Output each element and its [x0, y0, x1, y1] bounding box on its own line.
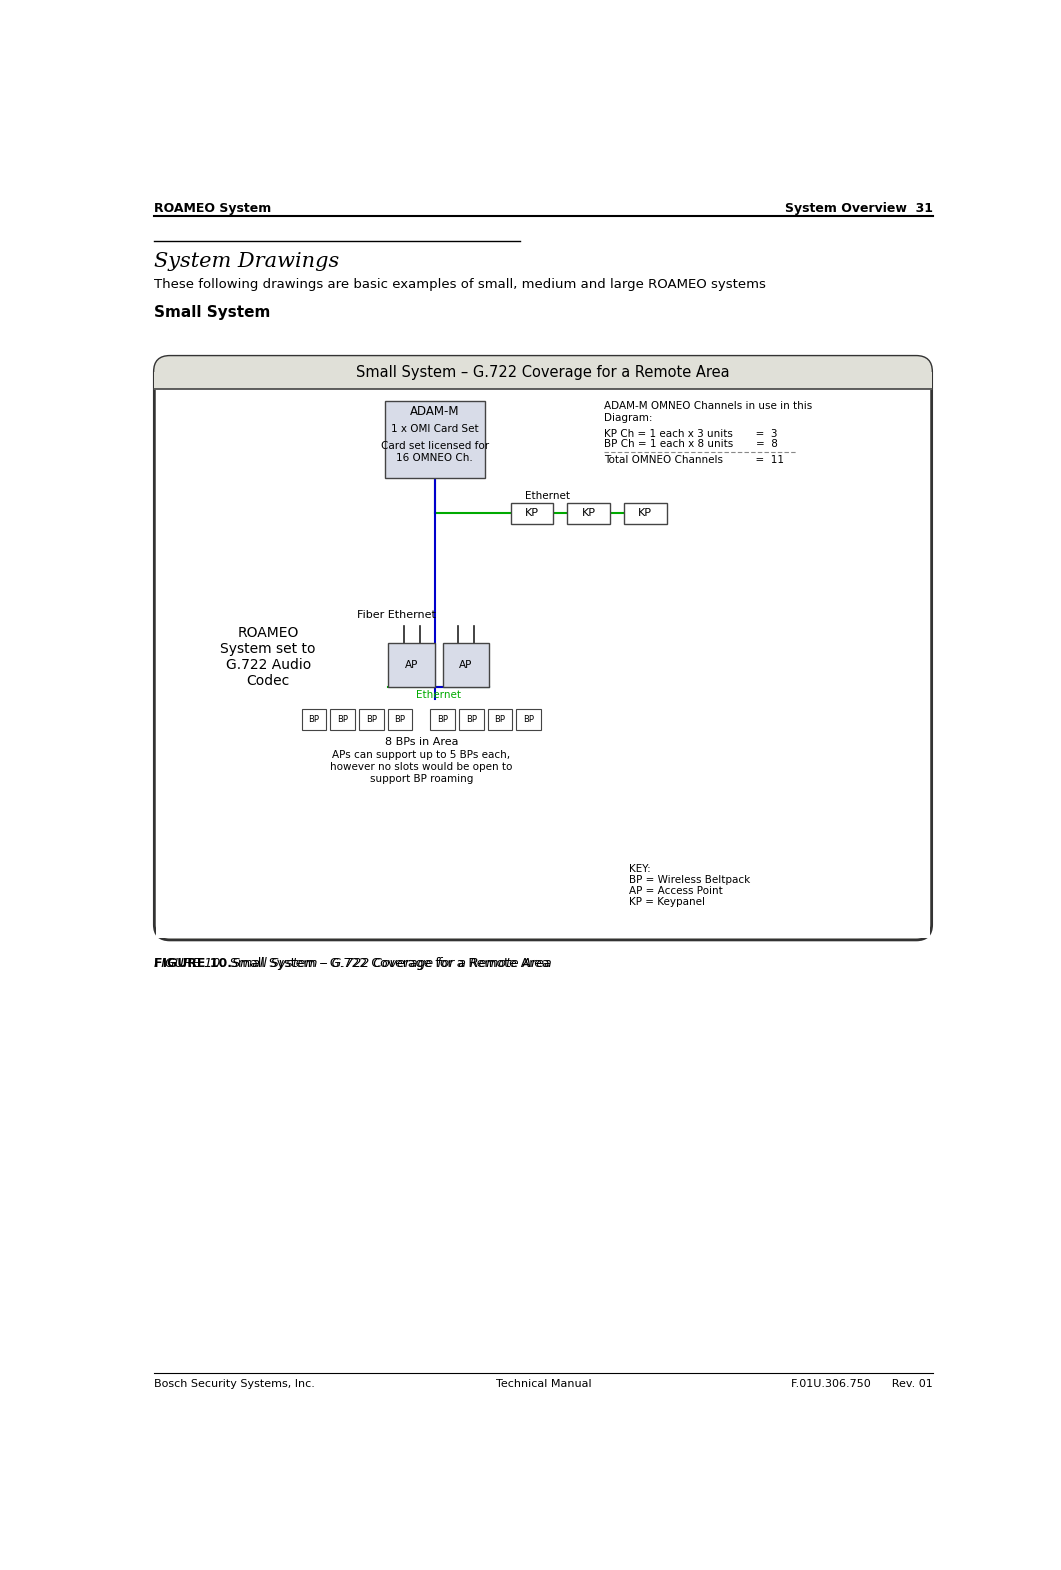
Text: These following drawings are basic examples of small, medium and large ROAMEO sy: These following drawings are basic examp… — [154, 278, 766, 290]
Bar — [156, 389, 930, 939]
Text: ADAM-M OMNEO Channels in use in this
Diagram:: ADAM-M OMNEO Channels in use in this Dia… — [604, 400, 812, 422]
Text: BP: BP — [466, 716, 476, 724]
Bar — [388, 642, 435, 688]
Bar — [430, 710, 455, 730]
Text: Bosch Security Systems, Inc.: Bosch Security Systems, Inc. — [154, 1378, 315, 1389]
Text: AP: AP — [459, 659, 472, 670]
Bar — [154, 372, 932, 389]
Text: Technical Manual: Technical Manual — [495, 1378, 591, 1389]
Text: BP: BP — [494, 716, 505, 724]
Text: KP: KP — [581, 509, 595, 518]
FancyBboxPatch shape — [154, 356, 932, 389]
Text: System Drawings: System Drawings — [154, 251, 340, 270]
Text: APs can support up to 5 BPs each,
however no slots would be open to
support BP r: APs can support up to 5 BPs each, howeve… — [330, 750, 512, 783]
FancyBboxPatch shape — [154, 356, 932, 940]
Text: BP: BP — [366, 716, 377, 724]
Text: BP Ch = 1 each x 8 units       =  8: BP Ch = 1 each x 8 units = 8 — [604, 440, 778, 449]
Text: BP: BP — [395, 716, 405, 724]
Text: BP = Wireless Beltpack: BP = Wireless Beltpack — [628, 874, 750, 885]
Text: Fiber Ethernet: Fiber Ethernet — [358, 609, 436, 620]
Bar — [510, 502, 554, 524]
Text: Ethernet: Ethernet — [525, 491, 570, 501]
Bar — [568, 502, 610, 524]
Text: BP: BP — [437, 716, 448, 724]
Text: Total OMNEO Channels          =  11: Total OMNEO Channels = 11 — [604, 455, 784, 465]
Text: BP: BP — [523, 716, 534, 724]
Text: Small System – G.722 Coverage for a Remote Area: Small System – G.722 Coverage for a Remo… — [226, 956, 550, 970]
Text: ROAMEO System: ROAMEO System — [154, 203, 272, 215]
Text: BP: BP — [337, 716, 348, 724]
Text: Ethernet: Ethernet — [416, 689, 462, 700]
Text: AP = Access Point: AP = Access Point — [628, 885, 723, 896]
Bar — [301, 710, 327, 730]
Text: KP: KP — [639, 509, 653, 518]
Text: Small System – G.722 Coverage for a Remote Area: Small System – G.722 Coverage for a Remo… — [356, 364, 730, 380]
Text: Small System: Small System — [154, 306, 271, 320]
Text: FIGURE 10.  Small System – G.722 Coverage for a Remote Area: FIGURE 10. Small System – G.722 Coverage… — [154, 956, 552, 970]
Text: KEY:: KEY: — [628, 865, 650, 874]
Text: System Overview  31: System Overview 31 — [785, 203, 934, 215]
Text: KP: KP — [525, 509, 539, 518]
Text: KP = Keypanel: KP = Keypanel — [628, 896, 705, 907]
Text: F.01U.306.750      Rev. 01: F.01U.306.750 Rev. 01 — [792, 1378, 934, 1389]
Bar — [330, 710, 355, 730]
Text: KP Ch = 1 each x 3 units       =  3: KP Ch = 1 each x 3 units = 3 — [604, 429, 778, 438]
Bar — [359, 710, 384, 730]
Text: BP: BP — [309, 716, 319, 724]
Text: 16 OMNEO Ch.: 16 OMNEO Ch. — [397, 452, 473, 463]
Text: Card set licensed for: Card set licensed for — [381, 441, 489, 451]
Bar — [459, 710, 484, 730]
Bar — [488, 710, 512, 730]
Text: FIGURE 10.: FIGURE 10. — [154, 956, 232, 970]
Bar — [624, 502, 666, 524]
Bar — [442, 642, 489, 688]
Text: ROAMEO
System set to
G.722 Audio
Codec: ROAMEO System set to G.722 Audio Codec — [221, 626, 316, 688]
Bar — [517, 710, 541, 730]
Bar — [387, 710, 413, 730]
Text: ADAM-M: ADAM-M — [411, 405, 459, 418]
Text: AP: AP — [405, 659, 418, 670]
Text: 8 BPs in Area: 8 BPs in Area — [384, 736, 458, 747]
Bar — [384, 400, 485, 477]
Text: 1 x OMI Card Set: 1 x OMI Card Set — [392, 424, 479, 433]
